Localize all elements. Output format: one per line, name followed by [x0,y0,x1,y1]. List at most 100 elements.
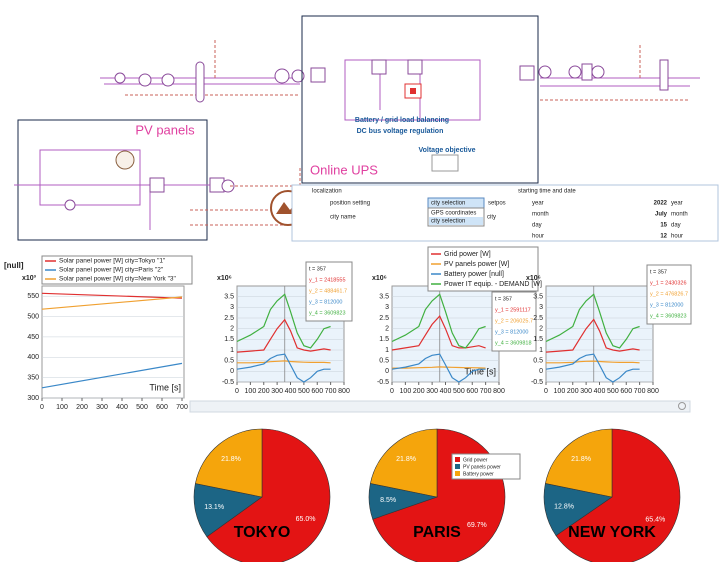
x-tick-label: 800 [493,388,505,395]
x-tick-label: 500 [136,404,148,411]
x-tick-label: 0 [544,388,548,395]
pv-label: PV panels [135,122,195,137]
cursor-box [646,264,692,325]
field-label: day [532,223,542,229]
ups-label: Online UPS [310,162,378,177]
legend-box [427,246,539,292]
scale-label: x10³ [22,275,37,282]
x-tick-label: 0 [235,388,239,395]
close-button[interactable] [678,402,686,410]
widget [431,154,459,172]
field-unit: day [671,223,681,229]
y-tick-label: 0 [230,368,234,375]
field-label: year [532,201,544,207]
slice-label: 65.0% [296,516,316,523]
y-tick-label: 1 [385,347,389,354]
x-tick-label: 700 [480,388,492,395]
series-line [545,353,640,383]
field-label: hour [532,234,544,240]
legend-label: Solar panel power [W] city=New York "3" [59,276,176,283]
y-tick-label: 1.5 [379,336,389,343]
x-axis-label: Time [s] [464,366,496,376]
series-line [236,318,331,353]
y-tick-label: 300 [27,395,39,402]
legend-swatch [455,471,460,476]
option[interactable]: GPS coordinates [431,211,476,217]
ups-box [301,15,539,184]
cursor-value: y_3 = 812000 [495,329,529,335]
cursor-box [305,261,353,322]
series-line [392,366,486,369]
component [371,59,387,75]
schematic: PV panels Online UPS Battery / grid load… [14,15,700,241]
legend-label: Grid power [W] [444,251,491,258]
option[interactable]: city selection [431,219,465,225]
cursor-value: y_1 = 2418555 [309,277,346,283]
y-tick-label: 350 [27,374,39,381]
slice-label: 69.7% [467,522,487,529]
y-tick-label: 3.5 [379,294,389,301]
series-line [41,362,183,389]
x-tick-label: 400 [116,404,128,411]
slice-label: 21.8% [571,456,591,463]
y-tick-label: 550 [27,293,39,300]
x-tick-label: 200 [76,404,88,411]
y-tick-label: 2.5 [379,315,389,322]
cursor-box [491,291,537,352]
x-tick-label: 300 [271,388,283,395]
x-tick-label: 100 [245,388,257,395]
cursor-value: y_4 = 3609823 [650,313,687,319]
x-tick-label: 100 [56,404,68,411]
x-axis-label: Time [s] [149,382,181,392]
slice-label: 8.5% [380,497,396,504]
cursor-value: y_3 = 812000 [309,299,343,305]
x-tick-label: 400 [440,388,452,395]
y-tick-label: 500 [27,313,39,320]
x-tick-label: 500 [298,388,310,395]
legend-box [451,453,521,480]
y-tick-label: 1 [230,347,234,354]
component [161,73,175,87]
component [115,150,135,170]
x-tick-label: 400 [285,388,297,395]
scale-label: x10⁶ [217,275,232,282]
y-tick-label: -0.5 [222,379,234,386]
x-tick-label: 800 [338,388,350,395]
x-tick-label: 0 [40,404,44,411]
y-tick-label: 2 [385,326,389,333]
component [274,68,290,84]
field-value: city [487,215,496,221]
y-tick-label: 0.5 [533,358,543,365]
x-tick-label: 200 [567,388,579,395]
field-value: July [655,212,668,218]
x-tick-label: 300 [580,388,592,395]
slice-label: 13.1% [204,504,224,511]
y-tick-label: 2 [230,326,234,333]
y-tick-label: 1.5 [533,336,543,343]
legend-swatch [455,457,460,462]
slice-label: 21.8% [221,456,241,463]
series-line [546,360,640,364]
x-tick-label: 400 [594,388,606,395]
wire [100,77,700,87]
panel-title: localization [312,189,342,195]
x-tick-label: 700 [176,404,188,411]
component [591,65,605,79]
field-label: setpos [488,201,506,207]
y-tick-label: 3.5 [533,294,543,301]
cursor-value: y_2 = 476826.7 [650,291,688,297]
legend-label: Battery power [null] [444,271,504,278]
field-value: 2022 [654,201,668,207]
panel [291,184,719,242]
field-value: 12 [660,234,667,240]
scale-label: x10⁶ [372,275,387,282]
pie-title: TOKYO [234,524,291,541]
y-tick-label: 3 [539,304,543,311]
x-tick-label: 500 [607,388,619,395]
y-tick-label: 2.5 [533,315,543,322]
series-line [391,353,486,383]
series-line [41,296,183,310]
dropdown-value[interactable]: city selection [431,201,465,207]
component [195,61,205,103]
cursor-value: y_2 = 488461.7 [309,288,347,294]
